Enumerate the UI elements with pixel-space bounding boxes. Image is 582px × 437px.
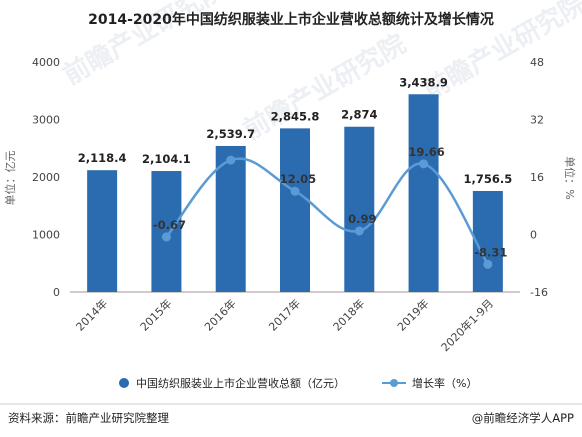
growth-value-label: 19.66 — [408, 145, 444, 159]
growth-point — [483, 259, 493, 269]
growth-point — [161, 232, 171, 242]
y-tick-right: 16 — [530, 171, 544, 184]
bar-series: 2,118.4 2,104.1 2,539.7 2,845.8 2,874 3,438.9… — [78, 75, 512, 293]
bar — [280, 128, 310, 292]
bar — [87, 170, 118, 292]
y-tick-right: 48 — [530, 56, 544, 69]
growth-line — [165, 157, 489, 266]
y-axis-label-left: 单位：亿元 — [3, 151, 17, 206]
y-tick-left: 2000 — [32, 171, 60, 184]
growth-point — [354, 226, 364, 236]
growth-value-label: -8.31 — [474, 245, 507, 259]
y-axis-right-ticks: -16 0 16 32 48 — [530, 56, 548, 299]
y-tick-right: -16 — [530, 286, 548, 299]
legend-line-label: 增长率（%） — [412, 376, 477, 390]
growth-value-label: 0.99 — [348, 212, 376, 226]
x-tick-label: 2019年 — [394, 296, 431, 333]
y-tick-right: 0 — [530, 229, 537, 242]
x-tick-label: 2020年1-9月 — [438, 296, 496, 354]
bar-value-label: 2,539.7 — [206, 127, 255, 141]
x-tick-label: 2015年 — [137, 296, 174, 333]
y-axis-label-right: 单位：% — [563, 156, 577, 199]
bar-value-label: 2,104.1 — [142, 152, 191, 166]
growth-point — [419, 159, 429, 169]
x-axis-ticks: 2014年 2015年 2016年 2017年 2018年 2019年 2020年1-9月 — [73, 296, 496, 354]
bar — [151, 171, 182, 292]
line-series: -0.67 12.05 0.99 19.66 -8.31 — [153, 145, 507, 269]
growth-point — [290, 186, 300, 196]
bar — [215, 145, 246, 292]
legend: 中国纺织服装业上市企业营收总额（亿元） 增长率（%） — [119, 376, 477, 390]
legend-line-marker — [390, 379, 398, 387]
growth-value-label: -0.67 — [153, 218, 186, 232]
legend-bar-label: 中国纺织服装业上市企业营收总额（亿元） — [136, 376, 345, 390]
bar-value-label: 2,118.4 — [78, 151, 127, 165]
watermark: 前瞻产业研究院 — [238, 28, 411, 146]
legend-bar-swatch — [119, 378, 129, 388]
source-note: 资料来源：前瞻产业研究院整理 — [8, 411, 169, 425]
y-tick-right: 32 — [530, 114, 544, 127]
y-tick-left: 0 — [53, 286, 60, 299]
y-tick-left: 3000 — [32, 114, 60, 127]
bar-value-label: 2,845.8 — [271, 109, 320, 123]
chart-title: 2014-2020年中国纺织服装业上市企业营收总额统计及增长情况 — [88, 11, 494, 28]
brand-label: @前瞻经济学人APP — [472, 411, 574, 425]
bar-value-label: 2,874 — [341, 108, 377, 122]
growth-point — [226, 155, 236, 165]
x-tick-label: 2017年 — [266, 296, 303, 333]
y-tick-left: 4000 — [32, 56, 60, 69]
bar-value-label: 3,438.9 — [399, 75, 448, 89]
x-tick-label: 2014年 — [73, 296, 110, 333]
y-tick-left: 1000 — [32, 229, 60, 242]
bar-value-label: 1,756.5 — [463, 172, 512, 186]
growth-value-label: 12.05 — [280, 172, 316, 186]
y-axis-left-ticks: 0 1000 2000 3000 4000 — [32, 56, 60, 299]
bar — [472, 191, 503, 292]
x-tick-label: 2018年 — [330, 296, 367, 333]
bar — [408, 94, 439, 293]
bar — [344, 126, 375, 293]
x-tick-label: 2016年 — [201, 296, 238, 333]
